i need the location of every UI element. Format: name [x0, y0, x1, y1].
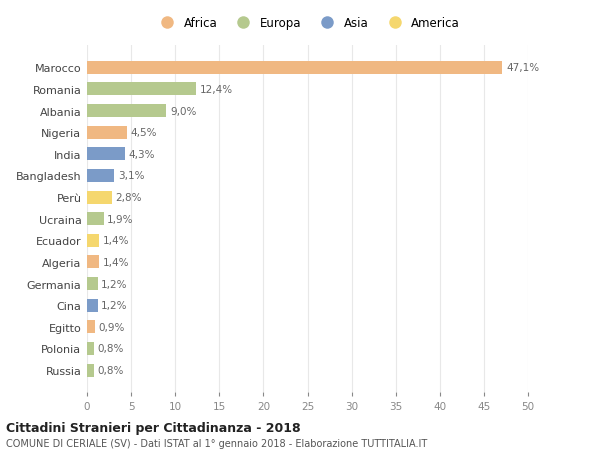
Text: 12,4%: 12,4% — [200, 85, 233, 95]
Text: 1,2%: 1,2% — [101, 279, 128, 289]
Text: 1,4%: 1,4% — [103, 236, 130, 246]
Bar — [87, 148, 125, 161]
Bar — [87, 105, 166, 118]
Text: Cittadini Stranieri per Cittadinanza - 2018: Cittadini Stranieri per Cittadinanza - 2… — [6, 421, 301, 435]
Legend: Africa, Europa, Asia, America: Africa, Europa, Asia, America — [155, 17, 460, 30]
Bar — [87, 342, 94, 355]
Bar — [87, 364, 94, 377]
Bar — [87, 213, 104, 226]
Bar — [87, 83, 196, 96]
Text: 0,8%: 0,8% — [98, 344, 124, 353]
Bar — [87, 299, 98, 312]
Text: 0,9%: 0,9% — [98, 322, 125, 332]
Text: 9,0%: 9,0% — [170, 106, 196, 116]
Text: 1,2%: 1,2% — [101, 301, 128, 310]
Text: 1,4%: 1,4% — [103, 257, 130, 267]
Text: COMUNE DI CERIALE (SV) - Dati ISTAT al 1° gennaio 2018 - Elaborazione TUTTITALIA: COMUNE DI CERIALE (SV) - Dati ISTAT al 1… — [6, 438, 427, 448]
Bar — [87, 234, 100, 247]
Bar — [87, 256, 100, 269]
Text: 0,8%: 0,8% — [98, 365, 124, 375]
Bar — [87, 320, 95, 334]
Bar — [87, 126, 127, 140]
Text: 1,9%: 1,9% — [107, 214, 134, 224]
Bar — [87, 191, 112, 204]
Text: 2,8%: 2,8% — [115, 193, 142, 202]
Text: 4,3%: 4,3% — [128, 150, 155, 159]
Bar — [87, 62, 502, 75]
Text: 3,1%: 3,1% — [118, 171, 145, 181]
Text: 4,5%: 4,5% — [130, 128, 157, 138]
Bar — [87, 169, 115, 183]
Text: 47,1%: 47,1% — [506, 63, 539, 73]
Bar — [87, 277, 98, 291]
